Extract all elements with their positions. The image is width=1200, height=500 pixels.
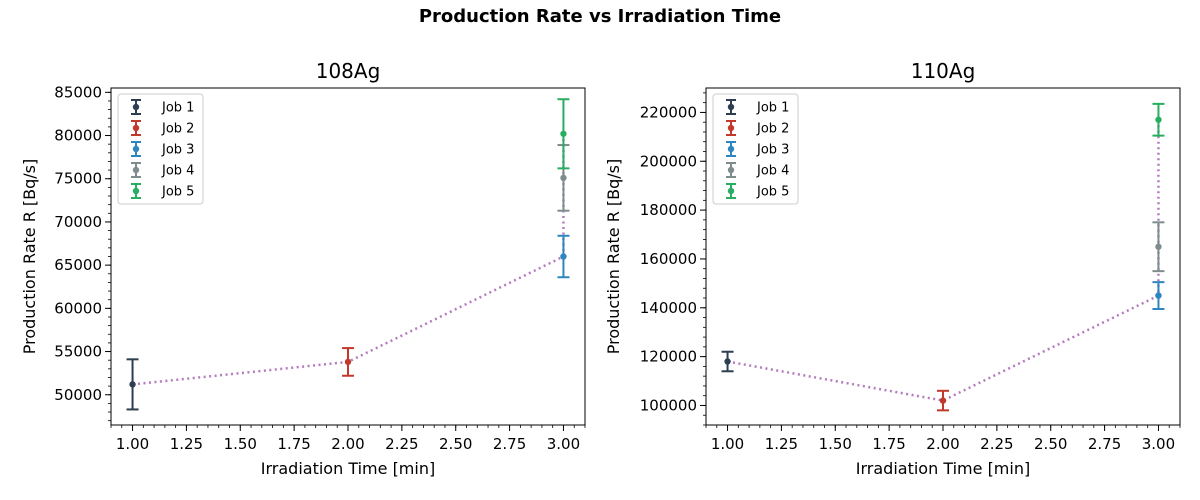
y-tick-label: 50000 xyxy=(54,386,102,404)
y-tick-label: 80000 xyxy=(54,127,102,145)
legend-marker xyxy=(727,187,735,195)
data-point xyxy=(560,253,567,260)
legend: Job 1 Job 2 Job 3 Job 4 Job 5 xyxy=(712,93,799,205)
legend-label: Job 1 xyxy=(161,101,194,116)
legend-marker xyxy=(727,166,735,174)
x-tick-label: 1.00 xyxy=(116,435,149,453)
y-tick-label: 60000 xyxy=(54,299,102,317)
legend-label: Job 5 xyxy=(161,185,194,200)
x-tick-label: 3.00 xyxy=(1142,435,1175,453)
x-tick-label: 2.50 xyxy=(439,435,472,453)
y-tick-label: 220000 xyxy=(640,103,697,121)
x-tick-label: 3.00 xyxy=(547,435,580,453)
legend-marker xyxy=(132,187,140,195)
y-tick-label: 140000 xyxy=(640,299,697,317)
data-point xyxy=(129,381,136,388)
y-tick-label: 55000 xyxy=(54,343,102,361)
plot-frame xyxy=(705,87,1181,426)
subplot-title: 108Ag xyxy=(316,59,381,83)
y-tick-label: 65000 xyxy=(54,256,102,274)
data-point xyxy=(724,358,731,365)
x-tick-label: 2.00 xyxy=(331,435,364,453)
legend-marker xyxy=(132,145,140,153)
y-tick-label: 120000 xyxy=(640,348,697,366)
data-point xyxy=(939,397,947,404)
legend-label: Job 2 xyxy=(161,122,194,137)
x-axis-label: Irradiation Time [min] xyxy=(856,459,1030,478)
y-tick-label: 100000 xyxy=(640,396,697,414)
subplot-title: 110Ag xyxy=(911,59,976,83)
legend-label: Job 4 xyxy=(756,164,789,179)
data-point xyxy=(344,358,352,366)
subplot-2: 110Ag 1.00 1.25 1.50 1.75 2.00 2.25 2.50 2.75 3.0… xyxy=(604,59,1181,478)
trend-line xyxy=(132,133,565,386)
legend-marker xyxy=(132,124,140,132)
x-tick-label: 1.75 xyxy=(277,435,310,453)
legend-label: Job 2 xyxy=(756,122,789,137)
plot-frame xyxy=(110,87,586,426)
x-tick-label: 2.75 xyxy=(1088,435,1121,453)
legend-label: Job 5 xyxy=(756,185,789,200)
x-tick-label: 1.75 xyxy=(872,435,905,453)
legend-label: Job 1 xyxy=(756,101,789,116)
y-tick-label: 180000 xyxy=(640,201,697,219)
x-tick-label: 2.25 xyxy=(980,435,1013,453)
y-tick-label: 85000 xyxy=(54,83,102,101)
x-tick-label: 2.00 xyxy=(926,435,959,453)
data-point xyxy=(1155,292,1162,299)
legend-marker xyxy=(132,166,140,174)
x-tick-label: 1.00 xyxy=(711,435,744,453)
data-point xyxy=(1155,116,1162,123)
legend-marker xyxy=(727,124,735,132)
x-tick-label: 1.50 xyxy=(819,435,852,453)
x-tick-label: 2.75 xyxy=(493,435,526,453)
legend-label: Job 4 xyxy=(161,164,194,179)
y-tick-label: 75000 xyxy=(54,170,102,188)
data-point xyxy=(1155,243,1162,250)
y-axis-label: Production Rate R [Bq/s] xyxy=(20,159,39,355)
legend-label: Job 3 xyxy=(756,143,789,158)
y-tick-label: 200000 xyxy=(640,152,697,170)
legend-marker xyxy=(727,103,735,111)
legend-marker xyxy=(132,103,140,111)
y-axis-label: Production Rate R [Bq/s] xyxy=(604,159,623,355)
x-tick-label: 1.25 xyxy=(765,435,798,453)
legend-label: Job 3 xyxy=(161,143,194,158)
data-point xyxy=(560,130,567,137)
legend: Job 1 Job 2 Job 3 Job 4 Job 5 xyxy=(117,93,204,205)
x-tick-label: 1.50 xyxy=(224,435,257,453)
y-tick-label: 70000 xyxy=(54,213,102,231)
x-tick-label: 2.25 xyxy=(385,435,418,453)
subplot-1: 108Ag 1.00 1.25 1.50 1.75 2.00 2.25 2.50 2.75 3.0… xyxy=(20,59,586,478)
legend-marker xyxy=(727,145,735,153)
y-tick-label: 160000 xyxy=(640,250,697,268)
x-tick-label: 2.50 xyxy=(1034,435,1067,453)
x-tick-label: 1.25 xyxy=(170,435,203,453)
x-axis-label: Irradiation Time [min] xyxy=(261,459,435,478)
data-point xyxy=(560,174,567,182)
figure-title: Production Rate vs Irradiation Time xyxy=(418,6,782,27)
